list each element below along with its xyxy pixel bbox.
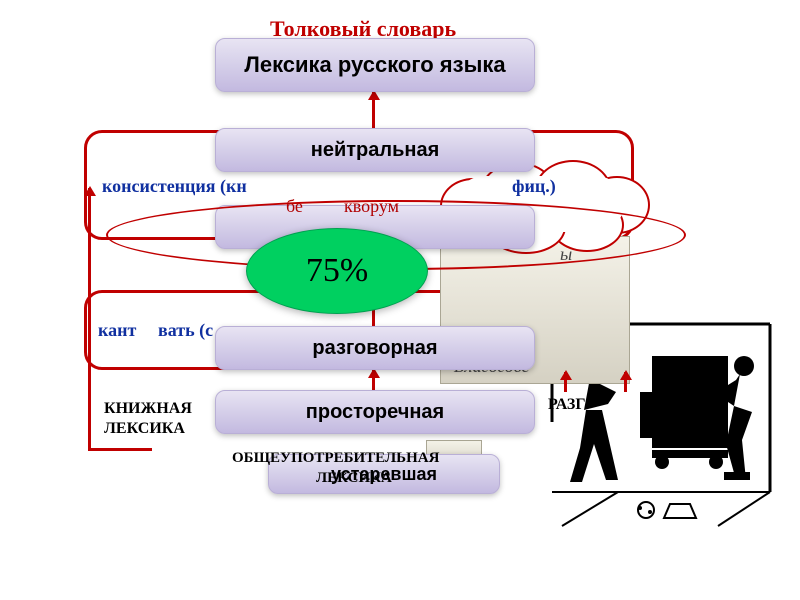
label-book-lexicon-2: ЛЕКСИКА bbox=[104, 420, 185, 438]
label-book-lexicon-1: КНИЖНАЯ bbox=[104, 400, 192, 418]
text-fic: фиц.) bbox=[512, 176, 556, 197]
label-vat: вать (с bbox=[158, 320, 213, 341]
label-razg: РАЗГ bbox=[548, 396, 586, 414]
connector-head-5 bbox=[560, 370, 572, 380]
text-common: ОБЩЕУПОТРЕБИТЕЛЬНАЯ bbox=[232, 450, 439, 467]
main-title-text: Лексика русского языка bbox=[244, 52, 505, 78]
text-lex: ЛЕКСИКА bbox=[316, 470, 392, 487]
text-kvorum: кворум bbox=[344, 196, 399, 217]
text-be: бе bbox=[286, 196, 303, 217]
text-y: ы bbox=[560, 244, 572, 265]
category-label-1: разговорная bbox=[312, 337, 437, 360]
category-box-2: просторечная bbox=[215, 390, 535, 434]
connector-head-3 bbox=[84, 186, 96, 196]
percent-oval: 75% bbox=[246, 228, 428, 314]
category-label-0: нейтральная bbox=[311, 139, 440, 162]
category-label-2: просторечная bbox=[306, 401, 444, 424]
percent-value: 75% bbox=[306, 252, 368, 290]
connector-4 bbox=[88, 448, 152, 451]
connector-3 bbox=[88, 188, 91, 448]
connector-head-6 bbox=[620, 370, 632, 380]
category-box-0: нейтральная bbox=[215, 128, 535, 172]
main-title-box: Лексика русского языка bbox=[215, 38, 535, 92]
label-consistency: консистенция (кн bbox=[102, 176, 247, 197]
label-kant: кант bbox=[98, 320, 136, 341]
diagram-canvas: Толковый словарь консистенция (кн кант в… bbox=[0, 0, 800, 600]
category-box-1: разговорная bbox=[215, 326, 535, 370]
